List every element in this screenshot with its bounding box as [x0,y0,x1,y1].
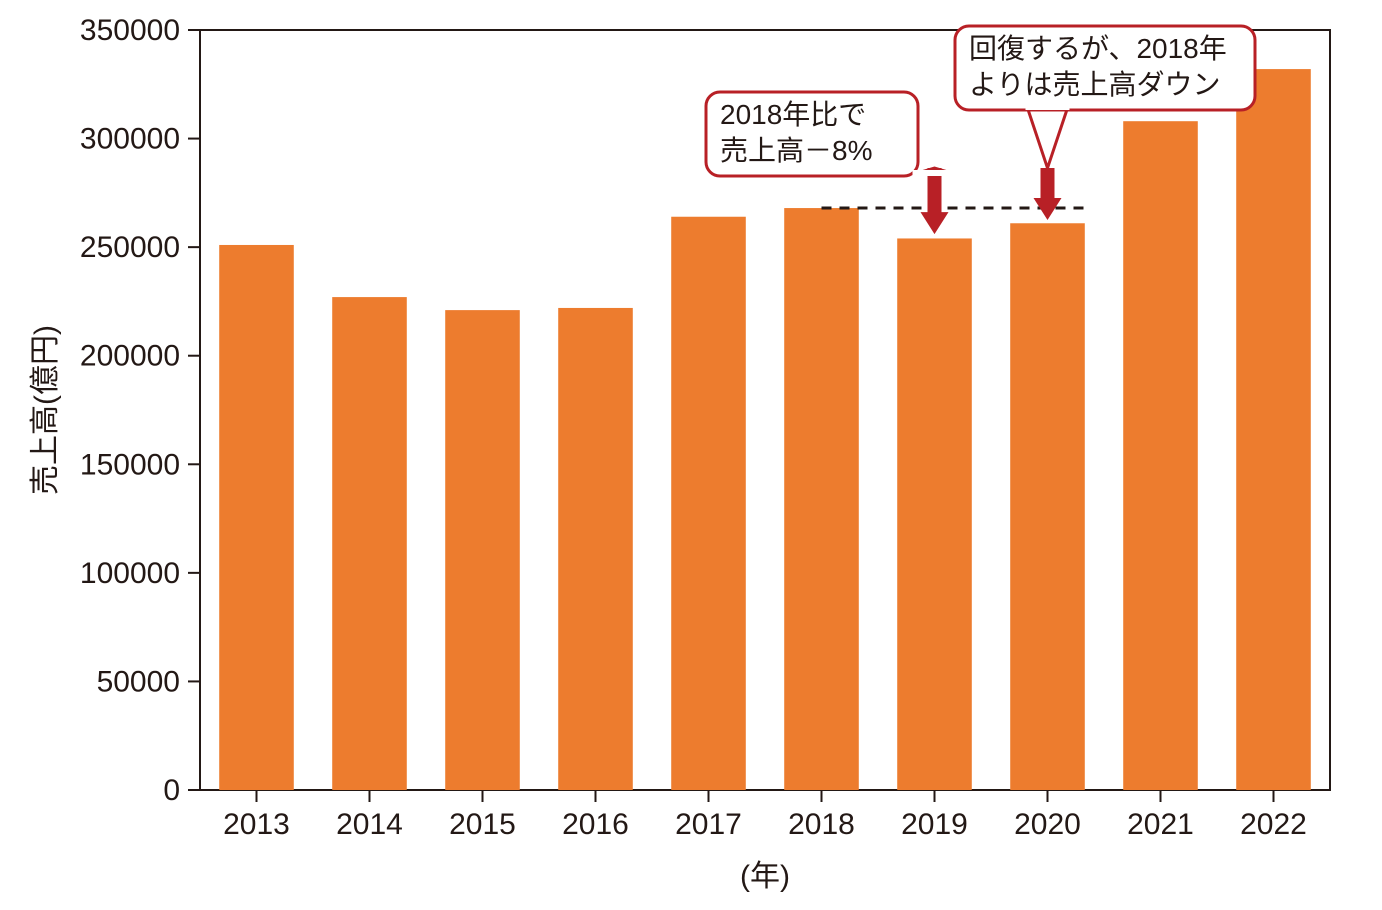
xtick-label: 2018 [788,808,855,841]
down-arrow-c1 [921,168,949,234]
xtick-label: 2022 [1240,808,1307,841]
ytick-label: 100000 [80,557,180,590]
xtick-label: 2021 [1127,808,1194,841]
ytick-label: 150000 [80,448,180,481]
ytick-label: 300000 [80,123,180,156]
ytick-label: 50000 [97,665,180,698]
xtick-label: 2014 [336,808,403,841]
ytick-label: 350000 [80,14,180,47]
bar-2015 [445,310,520,790]
xtick-label: 2013 [223,808,290,841]
xtick-label: 2016 [562,808,629,841]
bar-2017 [671,217,746,790]
xtick-label: 2019 [901,808,968,841]
callout-text-c1-l0: 2018年比で [720,99,866,130]
bar-2014 [332,297,407,790]
chart-svg: 0 50000 100000 150000 200000 250000 300000 3500… [0,0,1382,910]
ytick-label: 0 [163,774,180,807]
bar-2021 [1123,121,1198,790]
bar-2018 [784,208,859,790]
callout-pointer-c2 [1028,108,1068,168]
sales-bar-chart: 0 50000 100000 150000 200000 250000 300000 3500… [0,0,1382,910]
bar-2019 [897,238,972,790]
callout-text-c2-l1: よりは売上高ダウン [969,69,1220,100]
bar-2020 [1010,223,1085,790]
ytick-label: 200000 [80,340,180,373]
xtick-label: 2015 [449,808,516,841]
ytick-label: 250000 [80,231,180,264]
y-axis-label: 売上高(億円) [29,325,62,495]
callout-text-c1-l1: 売上高－8% [720,135,872,166]
bar-2022 [1236,69,1311,790]
bar-2016 [558,308,633,790]
xtick-label: 2017 [675,808,742,841]
down-arrow-c2 [1034,168,1062,220]
x-axis-label: (年) [740,860,790,893]
callout-text-c2-l0: 回復するが、2018年 [969,33,1227,64]
xtick-label: 2020 [1014,808,1081,841]
bar-2013 [219,245,294,790]
